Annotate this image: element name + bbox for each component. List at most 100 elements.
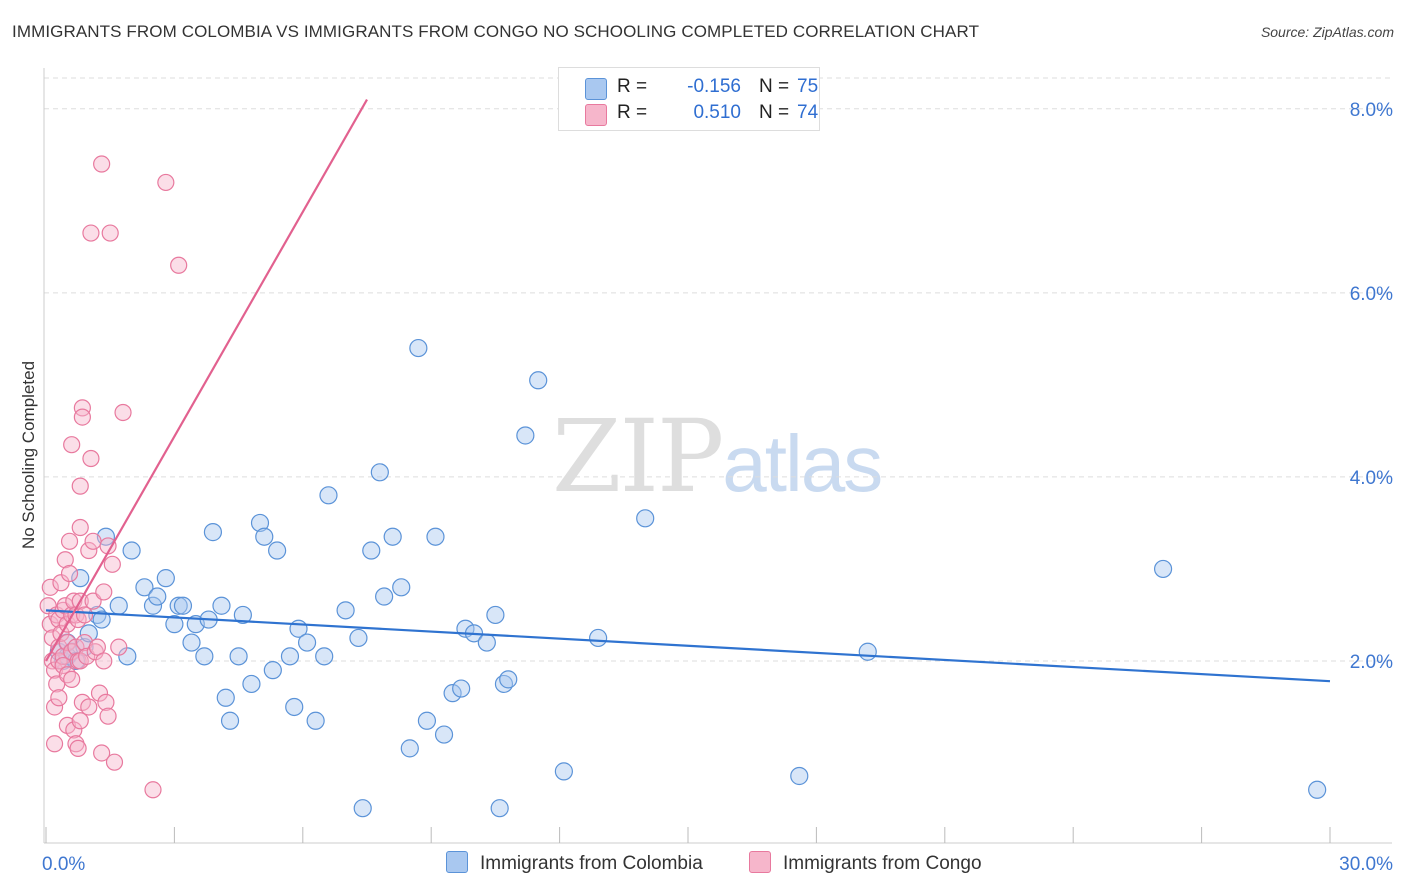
colombia-trend-line xyxy=(45,609,1331,683)
colombia-point xyxy=(790,766,809,786)
colombia-point xyxy=(233,605,252,625)
colombia-point xyxy=(452,679,471,698)
colombia-point xyxy=(443,684,462,703)
watermark-zip: ZIP xyxy=(552,398,724,515)
trend-lines xyxy=(45,99,1331,683)
colombia-point xyxy=(400,739,419,758)
colombia-point xyxy=(417,711,437,730)
colombia-point xyxy=(554,762,573,781)
colombia-point xyxy=(362,541,381,560)
colombia-point xyxy=(195,647,214,666)
y-tick-label: 4.0% xyxy=(1350,468,1393,489)
colombia-point xyxy=(529,371,548,390)
colombia-point xyxy=(477,633,496,652)
congo-point xyxy=(73,408,91,426)
colombia-point xyxy=(434,725,454,744)
colombia-point xyxy=(216,688,235,707)
source-label: Source: ZipAtlas.com xyxy=(1260,24,1394,40)
congo-point xyxy=(144,781,162,799)
colombia-point xyxy=(135,578,154,597)
colombia-point xyxy=(255,527,274,546)
colombia-point xyxy=(319,486,338,505)
colombia-point xyxy=(383,527,402,546)
colombia-point xyxy=(285,697,304,717)
legend-r-value: 0.510 xyxy=(693,102,741,123)
congo-point xyxy=(105,753,124,771)
congo-point xyxy=(75,606,94,624)
watermark-atlas: atlas xyxy=(722,419,883,508)
congo-point xyxy=(84,532,102,550)
congo-point xyxy=(101,224,119,242)
colombia-point xyxy=(169,596,188,615)
colombia-point xyxy=(79,624,98,643)
congo-point xyxy=(60,564,79,583)
watermark: ZIPatlas xyxy=(552,398,883,515)
colombia-point xyxy=(392,578,411,597)
congo-trend-line xyxy=(45,99,368,662)
colombia-point xyxy=(263,661,282,680)
congo-point xyxy=(114,403,132,422)
congo-point xyxy=(103,555,121,573)
colombia-point xyxy=(516,426,535,445)
congo-swatch xyxy=(585,104,607,126)
legend-r-label: R = xyxy=(617,102,648,123)
colombia-point xyxy=(353,799,372,818)
colombia-point xyxy=(242,674,261,694)
congo-point xyxy=(97,693,115,711)
y-tick-label: 6.0% xyxy=(1350,284,1393,305)
legend-n-value: 75 xyxy=(797,76,819,97)
tick-labels: 2.0% 4.0% 6.0% 8.0% 0.0% 30.0% xyxy=(42,100,1393,875)
congo-point xyxy=(71,518,89,537)
congo-point xyxy=(56,551,74,569)
congo-point xyxy=(80,541,98,560)
congo-point xyxy=(41,578,59,596)
colombia-point xyxy=(499,670,518,689)
colombia-point xyxy=(173,596,193,615)
colombia-point xyxy=(336,601,355,620)
colombia-point xyxy=(370,463,389,482)
colombia-point xyxy=(92,610,111,629)
congo-point xyxy=(82,224,100,242)
colombia-point xyxy=(280,647,300,666)
colombia-point xyxy=(349,628,368,648)
colombia-point xyxy=(315,647,334,666)
colombia-point xyxy=(636,509,655,528)
congo-swatch xyxy=(749,851,771,873)
colombia-swatch xyxy=(585,78,607,100)
colombia-point xyxy=(375,587,394,606)
colombia-point xyxy=(589,628,608,648)
colombia-point xyxy=(250,513,270,533)
grid-lines xyxy=(44,77,1392,662)
legend-n-label: N = xyxy=(759,102,790,123)
y-tick-label: 8.0% xyxy=(1350,100,1393,121)
legend-r-label: R = xyxy=(617,76,648,97)
colombia-point xyxy=(212,596,231,615)
bottom-legend-colombia: Immigrants from Colombia xyxy=(446,851,703,875)
bottom-legend-colombia-label: Immigrants from Colombia xyxy=(480,853,703,874)
colombia-point xyxy=(486,605,505,625)
congo-point xyxy=(157,173,175,192)
congo-point xyxy=(73,399,91,417)
colombia-point xyxy=(858,642,877,661)
colombia-point xyxy=(203,523,223,542)
congo-point xyxy=(170,256,188,274)
colombia-point xyxy=(426,527,445,546)
congo-point xyxy=(110,638,128,656)
colombia-point xyxy=(1153,559,1173,579)
congo-point xyxy=(90,684,109,702)
colombia-point xyxy=(297,633,317,652)
bottom-legend-congo-label: Immigrants from Congo xyxy=(783,853,982,874)
colombia-point xyxy=(143,596,163,615)
colombia-points xyxy=(49,338,1327,818)
y-tick-label: 2.0% xyxy=(1350,652,1393,673)
colombia-point xyxy=(182,633,201,652)
congo-point xyxy=(65,721,83,739)
colombia-point xyxy=(220,711,240,730)
colombia-point xyxy=(109,596,128,615)
congo-point xyxy=(52,574,70,592)
congo-point xyxy=(63,436,81,454)
congo-point xyxy=(50,689,68,707)
congo-point xyxy=(82,449,100,468)
congo-point xyxy=(71,477,89,495)
